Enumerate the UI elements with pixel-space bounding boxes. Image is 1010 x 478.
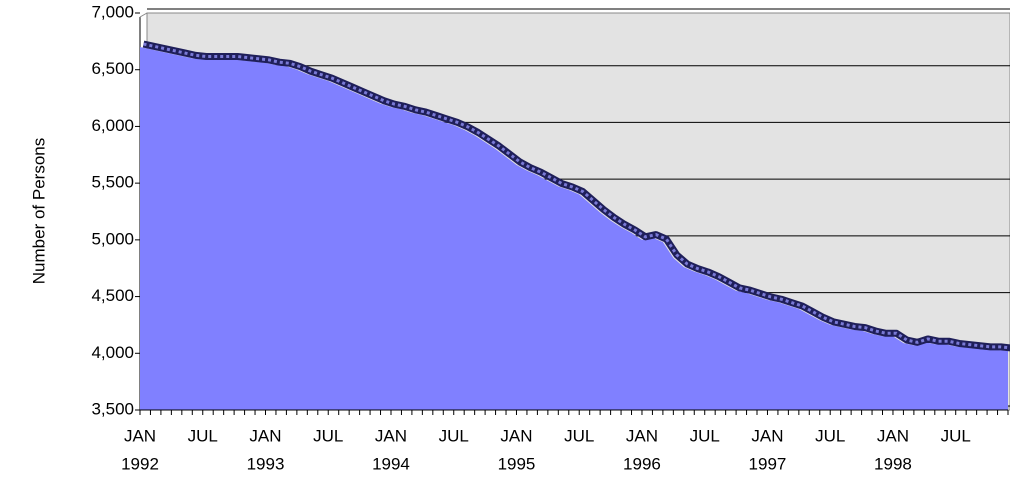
y-tick-label: 7,000 bbox=[91, 2, 134, 21]
y-tick-label: 5,000 bbox=[91, 229, 134, 248]
x-tick-label: JUL bbox=[815, 426, 845, 445]
x-tick-label: JUL bbox=[690, 426, 720, 445]
x-year-label: 1998 bbox=[874, 454, 912, 473]
x-tick-label: JUL bbox=[941, 426, 971, 445]
y-tick-label: 4,500 bbox=[91, 286, 134, 305]
y-tick-label: 5,500 bbox=[91, 173, 134, 192]
wall-edge bbox=[139, 12, 148, 18]
x-year-label: 1995 bbox=[498, 454, 536, 473]
area bbox=[140, 47, 1008, 411]
x-tick-label: JAN bbox=[751, 426, 783, 445]
x-year-label: 1996 bbox=[623, 454, 661, 473]
x-year-label: 1994 bbox=[372, 454, 410, 473]
x-tick-label: JAN bbox=[877, 426, 909, 445]
x-tick-label: JUL bbox=[188, 426, 218, 445]
x-tick-label: JUL bbox=[313, 426, 343, 445]
area-top-hatch bbox=[143, 42, 1010, 350]
x-tick-label: JUL bbox=[564, 426, 594, 445]
x-tick-label: JAN bbox=[249, 426, 281, 445]
x-tick-label: JAN bbox=[500, 426, 532, 445]
x-tick-label: JAN bbox=[124, 426, 156, 445]
y-tick-label: 3,500 bbox=[91, 399, 134, 418]
y-tick-label: 6,500 bbox=[91, 59, 134, 78]
y-tick-label: 4,000 bbox=[91, 343, 134, 362]
y-axis-label: Number of Persons bbox=[29, 138, 48, 284]
x-tick-label: JAN bbox=[375, 426, 407, 445]
x-year-label: 1992 bbox=[121, 454, 159, 473]
x-year-label: 1993 bbox=[247, 454, 285, 473]
x-tick-label: JAN bbox=[626, 426, 658, 445]
x-tick-label: JUL bbox=[439, 426, 469, 445]
x-year-label: 1997 bbox=[749, 454, 787, 473]
y-tick-label: 6,000 bbox=[91, 116, 134, 135]
